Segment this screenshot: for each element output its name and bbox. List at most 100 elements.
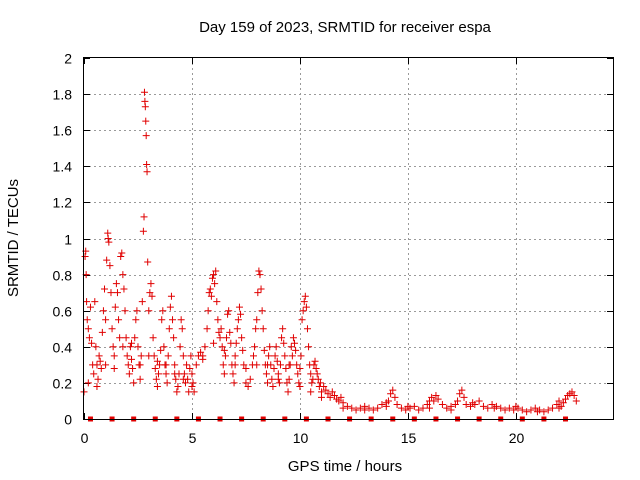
data-point [295, 379, 303, 387]
y-tick-label: 0.4 [53, 340, 73, 356]
data-point [278, 334, 286, 342]
data-point [501, 406, 509, 414]
data-point [343, 402, 351, 410]
data-point [235, 303, 243, 311]
data-point [348, 404, 356, 412]
data-point [152, 375, 160, 383]
data-point [217, 325, 225, 333]
data-point [316, 379, 324, 387]
data-point [111, 303, 119, 311]
data-point [129, 364, 137, 372]
data-point [106, 262, 114, 270]
data-point [172, 375, 180, 383]
data-point [171, 370, 179, 378]
data-point [180, 370, 188, 378]
data-point [458, 386, 466, 394]
data-point [280, 339, 288, 347]
data-point [393, 401, 401, 409]
data-points [80, 88, 580, 422]
data-point [220, 346, 228, 354]
data-point [244, 383, 252, 391]
data-point [242, 379, 250, 387]
data-point [216, 334, 224, 342]
data-point [326, 393, 334, 401]
data-point [211, 280, 219, 288]
data-point [312, 364, 320, 372]
data-point [225, 307, 233, 315]
data-point [239, 346, 247, 354]
data-point [274, 375, 282, 383]
data-point [122, 334, 130, 342]
data-point [136, 361, 144, 369]
data-point [197, 348, 205, 356]
data-point [187, 352, 195, 360]
y-tick-label: 0.6 [53, 304, 73, 320]
data-point [246, 375, 254, 383]
data-point [313, 370, 321, 378]
data-point [258, 307, 266, 315]
data-point [369, 406, 377, 414]
data-point [430, 397, 438, 405]
data-point [257, 285, 265, 293]
data-point [275, 379, 283, 387]
data-point [232, 339, 240, 347]
data-point [224, 310, 232, 318]
data-point [118, 249, 126, 257]
data-point [120, 285, 128, 293]
data-point [276, 361, 284, 369]
data-point [553, 401, 561, 409]
data-point [145, 352, 153, 360]
data-point [231, 361, 239, 369]
y-tick-label: 0 [64, 412, 72, 428]
data-point [434, 395, 442, 403]
data-point [533, 408, 541, 416]
data-point [302, 303, 310, 311]
data-point [310, 361, 318, 369]
data-point [189, 379, 197, 387]
data-point [256, 271, 264, 279]
data-point [93, 361, 101, 369]
data-point [523, 408, 531, 416]
data-point [103, 256, 111, 264]
y-axis-label: SRMTID / TECUs [5, 179, 22, 297]
data-point [134, 343, 142, 351]
data-point [164, 352, 172, 360]
data-point [93, 383, 101, 391]
data-point [294, 370, 302, 378]
data-point [143, 160, 151, 168]
data-point [293, 361, 301, 369]
data-point [266, 343, 274, 351]
data-point [570, 392, 578, 400]
data-point [178, 325, 186, 333]
data-point [518, 406, 526, 414]
x-tick-label: 15 [401, 430, 417, 446]
data-point [237, 310, 245, 318]
data-point [308, 379, 316, 387]
data-point [497, 404, 505, 412]
data-point [282, 364, 290, 372]
data-point [97, 364, 105, 372]
data-point [144, 258, 152, 266]
data-point [447, 402, 455, 410]
data-point [568, 388, 576, 396]
data-point [101, 285, 109, 293]
data-point [83, 298, 91, 306]
data-point [173, 388, 181, 396]
data-point [207, 292, 215, 300]
data-point [252, 325, 260, 333]
data-point [460, 393, 468, 401]
data-point [116, 334, 124, 342]
data-point [95, 352, 103, 360]
data-point [510, 406, 518, 414]
data-point [361, 406, 369, 414]
data-point [544, 406, 552, 414]
data-point [279, 325, 287, 333]
x-tick-label: 10 [293, 430, 309, 446]
data-point [292, 346, 300, 354]
data-point [220, 370, 228, 378]
data-point [428, 393, 436, 401]
data-point [297, 352, 305, 360]
data-point [365, 404, 373, 412]
data-point [81, 253, 89, 261]
data-point [214, 316, 222, 324]
